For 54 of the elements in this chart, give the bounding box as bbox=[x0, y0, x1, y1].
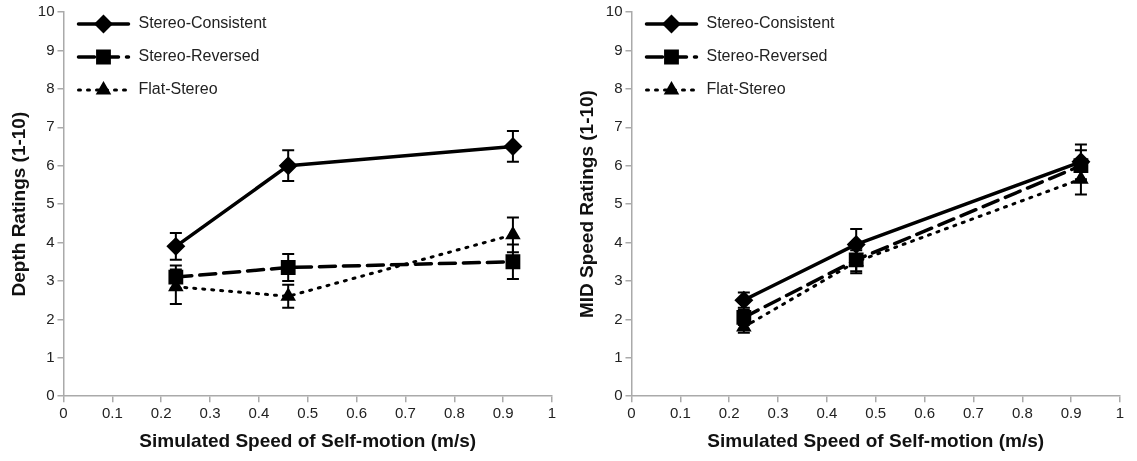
x-tick-label: 0.9 bbox=[1060, 404, 1082, 422]
y-tick-label: 2 bbox=[46, 309, 55, 327]
y-tick-label: 6 bbox=[46, 155, 55, 173]
x-tick-label: 0.3 bbox=[767, 404, 789, 422]
x-tick-label: 1 bbox=[547, 404, 557, 422]
x-tick-label: 0.7 bbox=[395, 404, 416, 422]
legend-label: Stereo-Consistent bbox=[706, 14, 836, 32]
y-tick-label: 1 bbox=[614, 347, 623, 365]
y-axis-title: MID Speed Ratings (1-10) bbox=[575, 90, 597, 319]
y-tick-label: 0 bbox=[614, 386, 623, 404]
x-tick-label: 0.6 bbox=[914, 404, 936, 422]
y-tick-label: 5 bbox=[614, 194, 623, 212]
y-tick-label: 7 bbox=[46, 117, 55, 135]
y-tick-label: 3 bbox=[614, 271, 623, 289]
y-tick-label: 9 bbox=[614, 40, 623, 58]
x-tick-label: 0.2 bbox=[150, 404, 172, 422]
x-tick-label: 0.9 bbox=[492, 404, 514, 422]
x-tick-label: 0.7 bbox=[963, 404, 984, 422]
legend-label: Stereo-Reversed bbox=[706, 47, 828, 65]
x-tick-label: 0.6 bbox=[346, 404, 368, 422]
x-tick-label: 0.3 bbox=[199, 404, 221, 422]
legend-label: Flat-Stereo bbox=[706, 80, 786, 98]
y-tick-label: 0 bbox=[46, 386, 55, 404]
x-tick-label: 0.1 bbox=[669, 404, 691, 422]
x-tick-label: 0.8 bbox=[1011, 404, 1033, 422]
x-tick-label: 0 bbox=[59, 404, 68, 422]
legend-label: Stereo-Reversed bbox=[138, 47, 260, 65]
y-tick-label: 6 bbox=[614, 155, 623, 173]
y-tick-label: 2 bbox=[614, 309, 623, 327]
y-tick-label: 8 bbox=[46, 78, 55, 96]
x-tick-label: 0.4 bbox=[248, 404, 270, 422]
y-tick-label: 10 bbox=[37, 2, 55, 20]
legend-label: Flat-Stereo bbox=[138, 80, 218, 98]
x-tick-label: 0.5 bbox=[297, 404, 319, 422]
x-axis-title: Simulated Speed of Self-motion (m/s) bbox=[139, 429, 477, 451]
y-axis-title: Depth Ratings (1-10) bbox=[7, 111, 29, 297]
x-tick-label: 0.2 bbox=[718, 404, 740, 422]
y-tick-label: 1 bbox=[46, 347, 55, 365]
y-tick-label: 4 bbox=[46, 232, 55, 250]
x-tick-label: 0.8 bbox=[443, 404, 465, 422]
y-tick-label: 4 bbox=[614, 232, 623, 250]
x-axis-title: Simulated Speed of Self-motion (m/s) bbox=[707, 429, 1045, 451]
x-tick-label: 1 bbox=[1115, 404, 1125, 422]
x-tick-label: 0 bbox=[627, 404, 636, 422]
y-tick-label: 8 bbox=[614, 78, 623, 96]
y-tick-label: 7 bbox=[614, 117, 623, 135]
y-tick-label: 10 bbox=[605, 2, 623, 20]
y-tick-label: 5 bbox=[46, 194, 55, 212]
y-tick-label: 3 bbox=[46, 271, 55, 289]
x-tick-label: 0.4 bbox=[816, 404, 838, 422]
x-tick-label: 0.5 bbox=[865, 404, 887, 422]
y-tick-label: 9 bbox=[46, 40, 55, 58]
legend-label: Stereo-Consistent bbox=[138, 14, 268, 32]
x-tick-label: 0.1 bbox=[101, 404, 123, 422]
